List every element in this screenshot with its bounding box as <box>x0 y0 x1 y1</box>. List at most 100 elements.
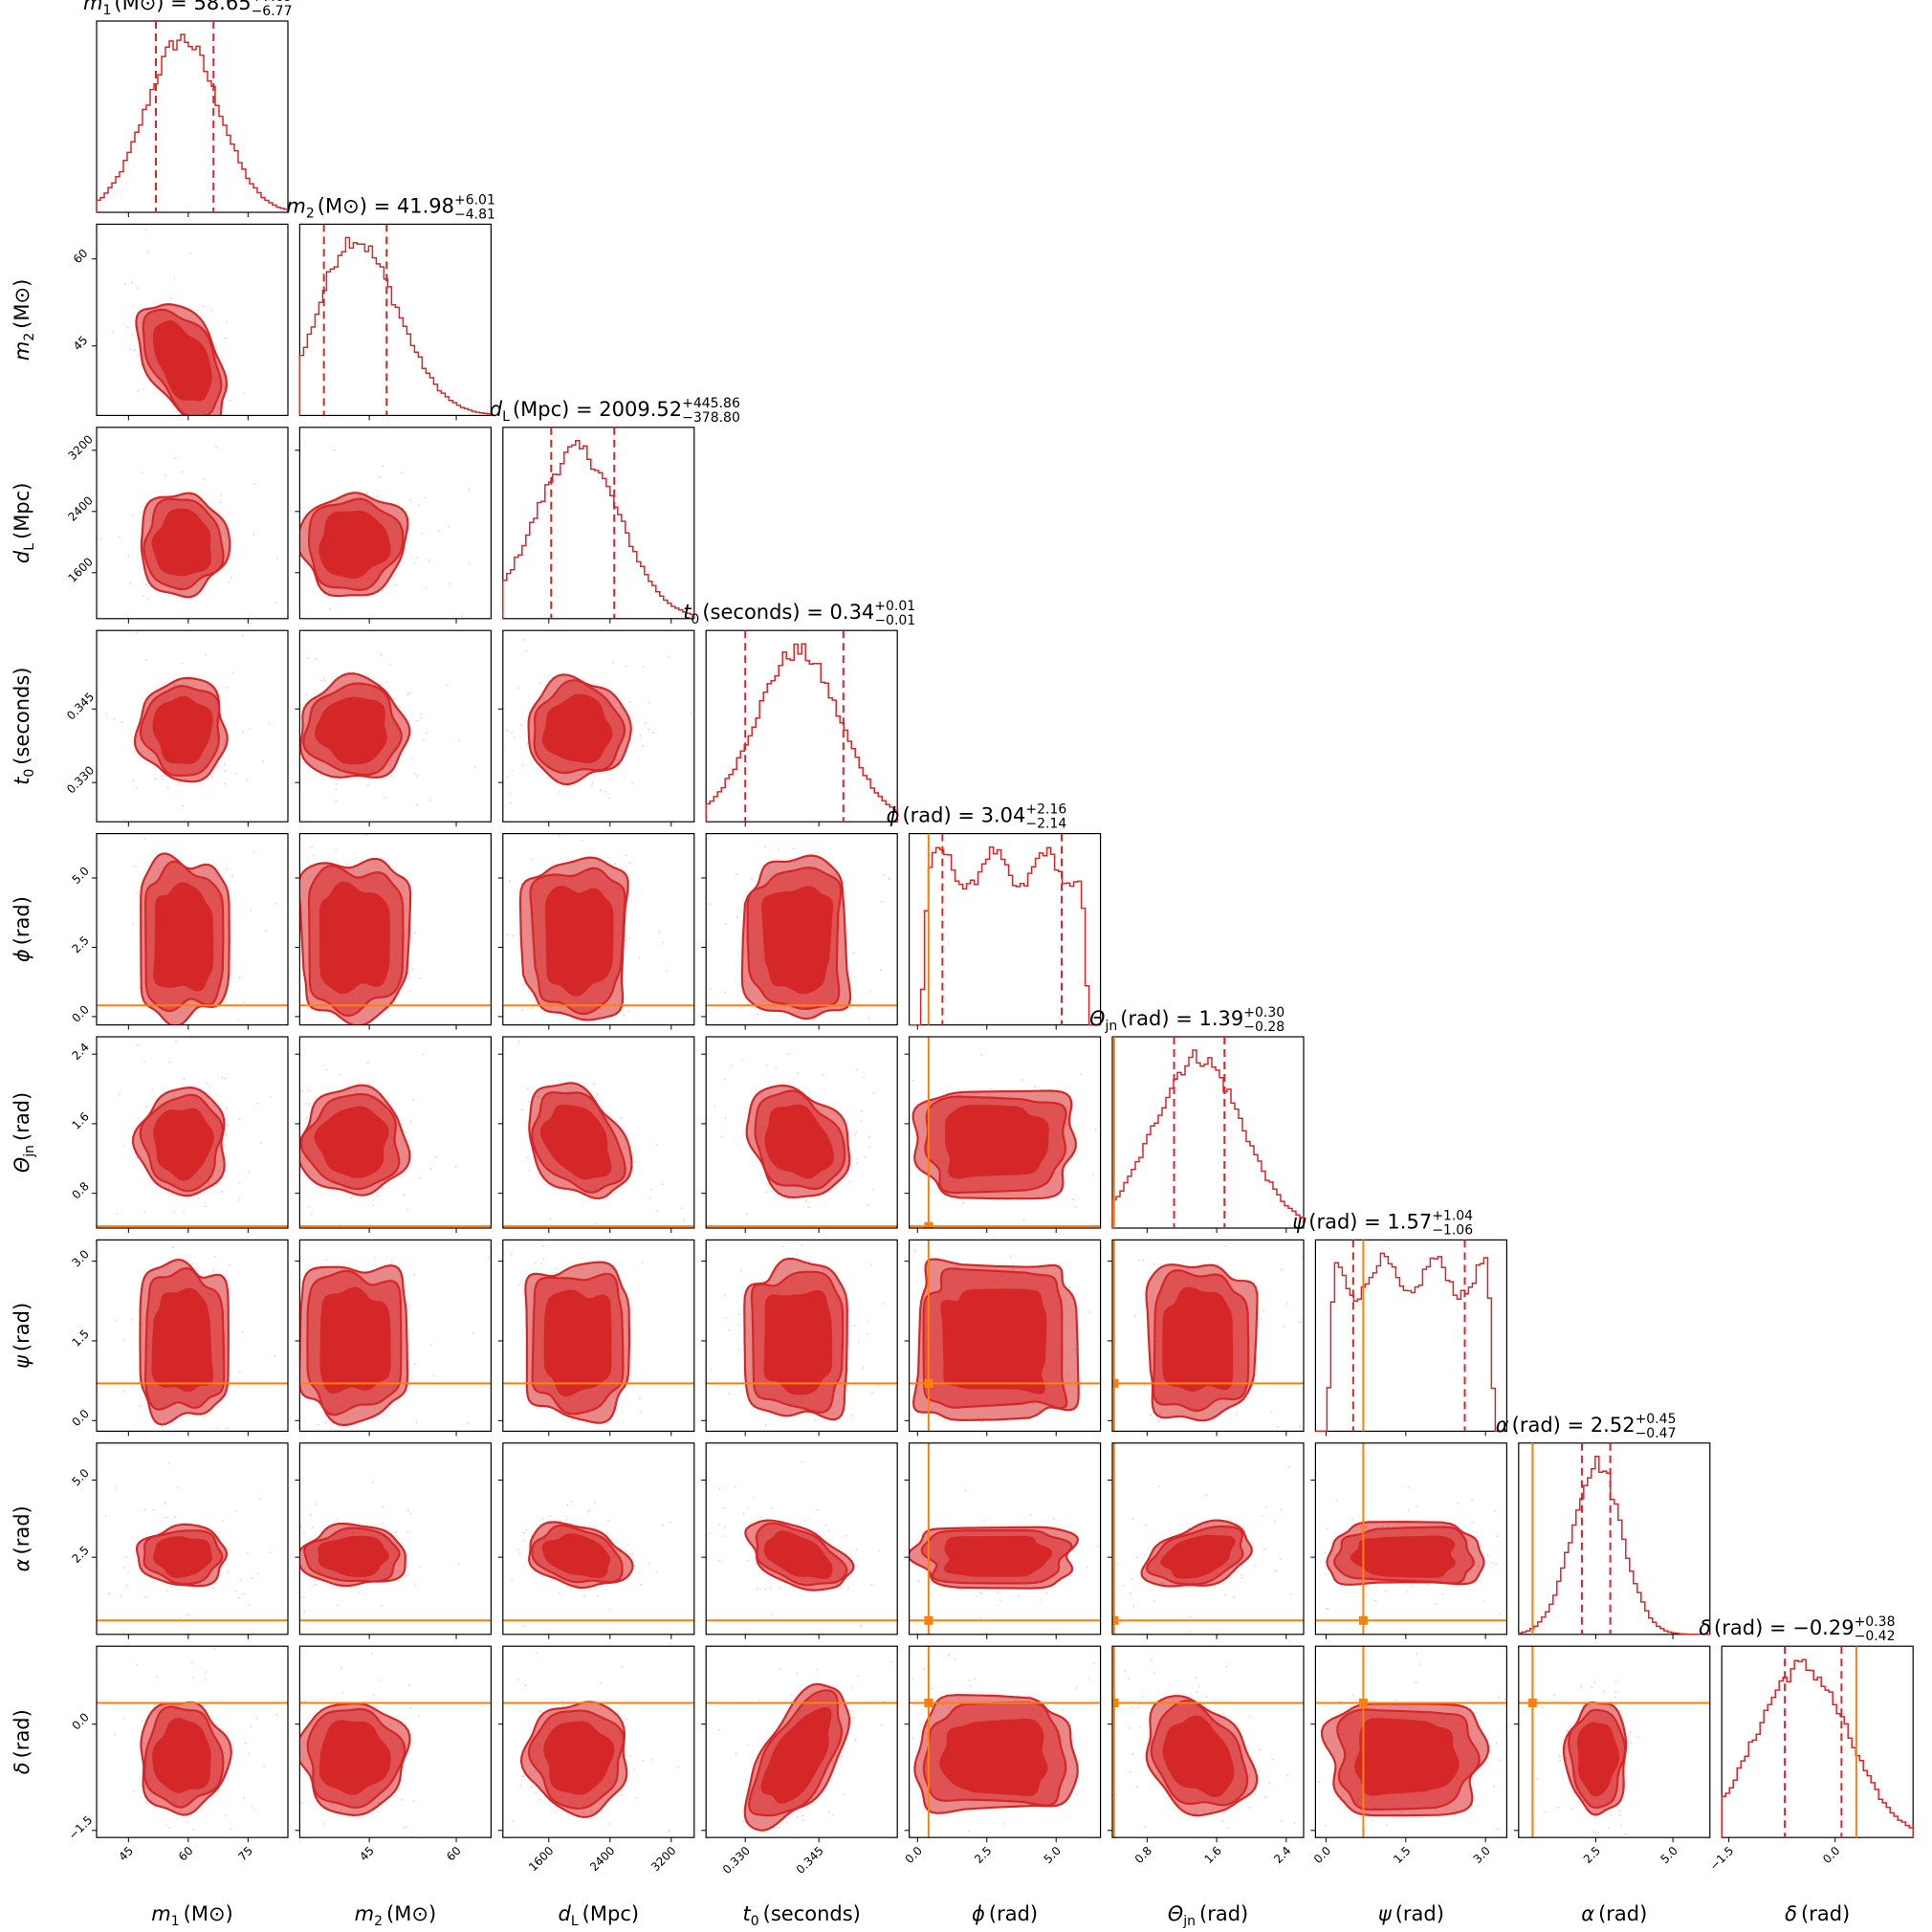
scatter-point <box>824 1524 827 1526</box>
scatter-point <box>725 923 727 925</box>
scatter-point <box>959 1439 961 1441</box>
scatter-point <box>124 282 126 285</box>
scatter-point <box>765 1064 768 1066</box>
contour-inner <box>940 1288 1047 1394</box>
injection-marker <box>1358 1698 1368 1707</box>
scatter-point <box>121 1391 124 1393</box>
scatter-point <box>325 1259 328 1261</box>
x-tick-label: 0.0 <box>903 1844 925 1866</box>
scatter-point <box>1021 1079 1024 1081</box>
scatter-point <box>997 1592 999 1593</box>
scatter-point <box>1263 1548 1266 1550</box>
scatter-point <box>1500 1759 1502 1761</box>
scatter-point <box>1062 1708 1065 1711</box>
scatter-point <box>728 1328 730 1331</box>
title-err-plus: +7.69 <box>252 0 293 5</box>
x-tick-label: 0.330 <box>720 1844 753 1877</box>
scatter-point <box>1274 1576 1276 1578</box>
scatter-point <box>1153 1457 1155 1459</box>
scatter-point <box>325 1068 328 1071</box>
scatter-point <box>131 641 133 643</box>
scatter-point <box>475 1356 477 1358</box>
scatter-point <box>135 891 138 894</box>
scatter-point <box>1482 1600 1485 1603</box>
panel-content <box>882 1240 1101 1493</box>
scatter-point <box>112 331 115 334</box>
scatter-point <box>631 1552 633 1555</box>
scatter-point <box>598 1229 600 1231</box>
scatter-point <box>940 1491 942 1493</box>
scatter-point <box>91 1207 93 1209</box>
scatter-point <box>238 977 240 979</box>
scatter-point <box>174 457 177 460</box>
scatter-point <box>517 1284 520 1286</box>
scatter-point <box>260 636 262 638</box>
panel-frame <box>1111 1239 1305 1433</box>
scatter-point <box>289 1583 291 1585</box>
scatter-point <box>517 1548 519 1551</box>
scatter-point <box>183 1078 186 1080</box>
scatter-point <box>691 1251 692 1253</box>
scatter-point <box>296 1131 298 1132</box>
scatter-point <box>1189 1615 1192 1618</box>
title-err-plus: +0.01 <box>874 599 915 614</box>
title-delta: δ (rad) = −0.29+0.38 −0.42 <box>1699 1614 1895 1644</box>
scatter-point <box>672 1068 674 1070</box>
scatter-point <box>1121 1621 1123 1623</box>
scatter-point <box>308 1089 310 1091</box>
scatter-point <box>730 1065 733 1067</box>
contour-inner <box>318 510 391 580</box>
panel-content <box>296 1053 492 1228</box>
scatter-point <box>1094 1129 1097 1131</box>
scatter-point <box>412 1098 415 1101</box>
scatter-point <box>753 1838 755 1840</box>
scatter-point <box>718 1559 721 1562</box>
scatter-point <box>1227 1827 1229 1830</box>
title-err-minus: −0.42 <box>1855 1629 1896 1644</box>
contour-inner <box>1160 1534 1236 1579</box>
scatter-point <box>718 1728 720 1731</box>
scatter-point <box>160 775 163 778</box>
scatter-point <box>535 1262 537 1264</box>
scatter-point <box>238 1198 241 1201</box>
scatter-point <box>145 583 148 586</box>
scatter-point <box>773 1438 775 1440</box>
scatter-point <box>1056 1235 1058 1237</box>
scatter-point <box>1137 1706 1139 1709</box>
scatter-point <box>847 1588 849 1590</box>
y-axis-label-t0: t0(seconds) <box>11 668 37 785</box>
scatter-point <box>210 776 213 779</box>
scatter-point <box>1325 1824 1327 1827</box>
panel-content <box>502 834 694 1021</box>
scatter-point <box>1515 1522 1517 1524</box>
contour-inner <box>543 1721 615 1795</box>
scatter-point <box>403 1827 405 1829</box>
contour-inner <box>152 319 212 402</box>
scatter-point <box>795 1254 798 1256</box>
scatter-point <box>1486 1554 1489 1556</box>
scatter-point <box>307 657 310 660</box>
scatter-point <box>297 1379 299 1381</box>
scatter-point <box>1268 1782 1271 1785</box>
panel-frame <box>298 1036 492 1229</box>
panel-content <box>99 446 279 643</box>
pair-delta-vs-m1 <box>96 1645 289 1866</box>
title-theta_jn: Θjn (rad) = 1.39+0.30 −0.28 <box>1089 1005 1284 1035</box>
scatter-point <box>138 987 141 990</box>
scatter-point <box>890 1539 892 1541</box>
scatter-point <box>1551 1565 1553 1567</box>
scatter-point <box>628 1010 630 1012</box>
scatter-point <box>174 1445 176 1447</box>
scatter-point <box>1557 1806 1560 1809</box>
scatter-point <box>1096 1740 1098 1742</box>
histogram-delta: δ (rad) = −0.29+0.38 −0.42 <box>1699 1614 1914 1838</box>
scatter-point <box>882 1460 884 1461</box>
panel-frame <box>908 1645 1102 1838</box>
scatter-point <box>208 423 209 425</box>
scatter-point <box>385 1415 387 1416</box>
scatter-point <box>1541 1705 1544 1708</box>
scatter-point <box>813 1637 815 1639</box>
scatter-point <box>980 1053 983 1056</box>
scatter-point <box>880 1555 882 1557</box>
scatter-point <box>168 1864 170 1866</box>
